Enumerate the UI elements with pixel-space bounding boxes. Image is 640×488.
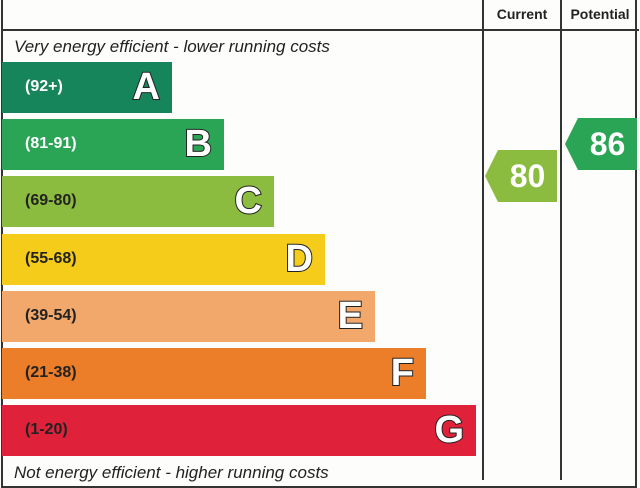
header-divider	[1, 29, 639, 31]
current-rating-value: 80	[509, 157, 546, 194]
band-bar-d: (55-68) D	[2, 233, 325, 285]
current-rating-arrow: 80	[485, 150, 557, 202]
band-range-label: (92+)	[25, 78, 63, 95]
band-range-label: (39-54)	[25, 306, 77, 324]
band-bar-b: (81-91) B	[2, 119, 224, 171]
band-bar-f: (21-38) F	[2, 348, 426, 399]
band-letter: G	[433, 408, 465, 452]
potential-column-header: Potential	[570, 6, 630, 22]
current-column-header: Current	[496, 6, 548, 22]
band-letter: E	[337, 294, 364, 338]
band-bar-e: (39-54) E	[2, 290, 375, 342]
band-bar-g: (1-20) G	[2, 405, 476, 457]
band-range-label: (55-68)	[25, 249, 77, 267]
band-range-label: (81-91)	[25, 135, 77, 153]
band-bar-a: (92+) A	[2, 62, 172, 113]
top-caption: Very energy efficient - lower running co…	[14, 37, 330, 56]
band-letter: D	[285, 237, 314, 281]
potential-rating-value: 86	[589, 125, 626, 162]
band-letter: C	[234, 179, 263, 223]
band-range-label: (69-80)	[25, 192, 77, 210]
column-divider	[560, 0, 562, 480]
band-range-label: (1-20)	[25, 421, 68, 439]
bottom-caption: Not energy efficient - higher running co…	[14, 463, 329, 482]
column-divider	[482, 0, 484, 480]
band-letter: F	[390, 351, 415, 395]
band-range-label: (21-38)	[25, 364, 77, 381]
potential-rating-arrow: 86	[565, 118, 637, 170]
band-letter: A	[132, 65, 161, 109]
band-bar-c: (69-80) C	[2, 176, 274, 228]
band-letter: B	[184, 122, 213, 166]
